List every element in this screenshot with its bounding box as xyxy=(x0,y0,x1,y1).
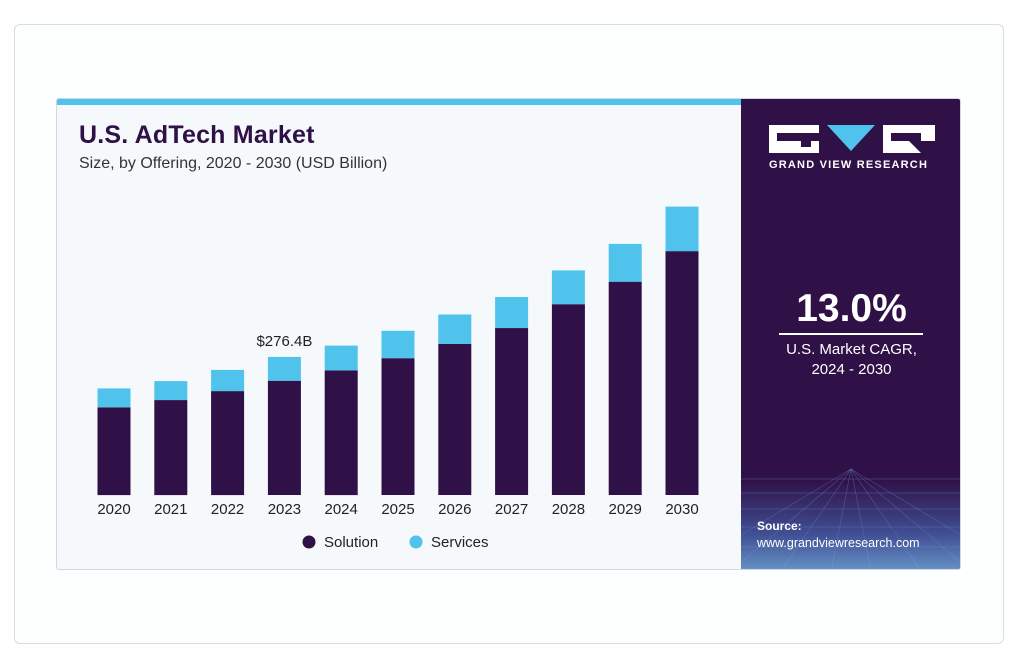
bar-solution-2029 xyxy=(608,281,642,495)
source-label: Source: xyxy=(757,519,802,533)
bar-solution-2022 xyxy=(211,391,245,496)
legend-label-services: Services xyxy=(431,534,489,551)
x-tick-label-2030: 2030 xyxy=(665,501,698,518)
logo-mark-icon xyxy=(769,125,935,153)
legend: Solution Services xyxy=(302,534,489,551)
accent-stripe xyxy=(57,99,741,105)
legend-swatch-solution xyxy=(302,535,316,549)
bar-solution-2023 xyxy=(267,380,301,495)
bar-services-2025 xyxy=(381,330,415,359)
bar-solution-2024 xyxy=(324,370,358,496)
bar-solution-2020 xyxy=(97,407,131,496)
bar-services-2028 xyxy=(551,270,585,305)
bar-services-2030 xyxy=(665,206,699,252)
x-tick-label-2025: 2025 xyxy=(381,501,414,518)
chart-plot: 2020 2021 2022 2023 2024 2025 2026 2027 2028 2029… xyxy=(97,206,699,551)
cagr-label-line1: U.S. Market CAGR, xyxy=(786,341,917,358)
bar-solution-2021 xyxy=(154,400,188,496)
brand-logo: GRAND VIEW RESEARCH xyxy=(769,125,935,171)
source-url[interactable]: www.grandviewresearch.com xyxy=(757,536,920,550)
x-tick-label-2027: 2027 xyxy=(495,501,528,518)
legend-swatch-services xyxy=(409,535,423,549)
bar-services-2029 xyxy=(608,243,642,282)
bar-services-2020 xyxy=(97,388,131,408)
chart-title: U.S. AdTech Market xyxy=(79,121,315,149)
bar-solution-2028 xyxy=(551,304,585,495)
bar-solution-2025 xyxy=(381,358,415,495)
x-tick-label-2024: 2024 xyxy=(325,501,358,518)
decorative-glow xyxy=(741,479,960,569)
cagr-divider xyxy=(779,333,923,335)
cagr-value: 13.0% xyxy=(796,287,907,330)
side-panel: GRAND VIEW RESEARCH 13.0% U.S. Market CA… xyxy=(741,99,960,569)
bar-solution-2026 xyxy=(438,343,472,495)
infographic-card: U.S. AdTech Market Size, by Offering, 20… xyxy=(56,98,961,570)
cagr-label-line2: 2024 - 2030 xyxy=(811,361,892,378)
bar-solution-2030 xyxy=(665,251,699,495)
x-tick-label-2023: 2023 xyxy=(268,501,301,518)
x-tick-label-2021: 2021 xyxy=(154,501,187,518)
legend-label-solution: Solution xyxy=(324,534,378,551)
x-tick-label-2020: 2020 xyxy=(97,501,130,518)
bar-solution-2027 xyxy=(495,328,529,495)
bar-services-2027 xyxy=(495,297,529,329)
bar-services-2023 xyxy=(267,356,301,381)
x-tick-label-2028: 2028 xyxy=(552,501,585,518)
brand-name: GRAND VIEW RESEARCH xyxy=(769,159,929,171)
x-tick-label-2029: 2029 xyxy=(609,501,642,518)
data-label-2023: $276.4B xyxy=(256,333,312,350)
x-tick-label-2022: 2022 xyxy=(211,501,244,518)
labels-layer: 2020 2021 2022 2023 2024 2025 2026 2027 2028 2029… xyxy=(97,333,698,518)
bar-services-2022 xyxy=(211,369,245,392)
chart-subtitle: Size, by Offering, 2020 - 2030 (USD Bill… xyxy=(79,155,388,172)
bar-services-2024 xyxy=(324,345,358,371)
x-tick-label-2026: 2026 xyxy=(438,501,471,518)
bar-services-2021 xyxy=(154,381,188,400)
bar-services-2026 xyxy=(438,314,472,344)
bars-layer xyxy=(97,206,699,496)
